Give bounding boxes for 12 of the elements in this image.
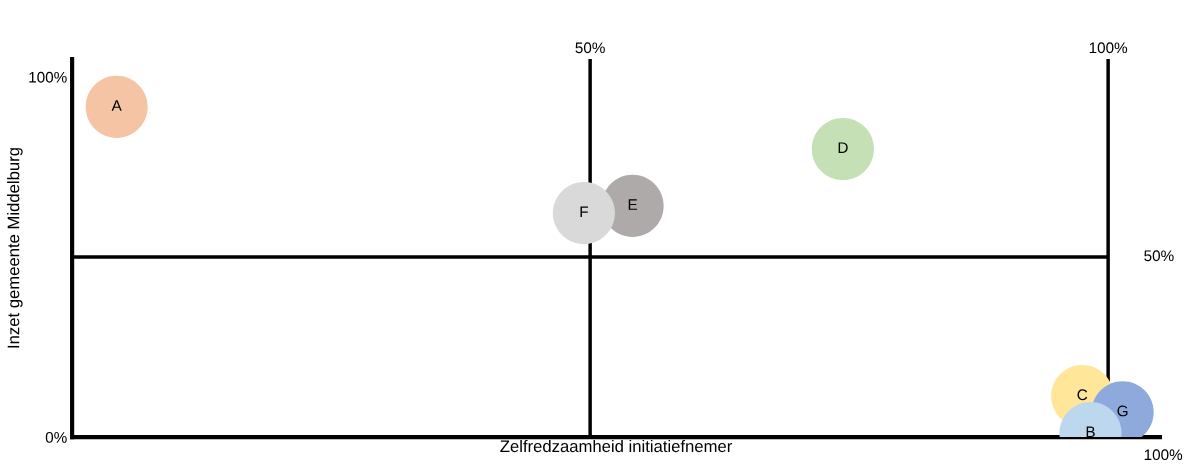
y-axis-title: Inzet gemeente Middelburg — [7, 148, 23, 348]
annotation: 50% — [1144, 250, 1174, 262]
y-tick-label: 0% — [45, 431, 67, 443]
text: 100% — [1144, 449, 1183, 461]
series-label: A — [111, 100, 122, 111]
series-label: C — [1077, 389, 1088, 401]
series-label: E — [628, 199, 638, 210]
series-label: B — [1086, 426, 1095, 438]
series-label: F — [580, 206, 588, 218]
x-axis-title: Zelfredzaamheid initiatiefnemer — [500, 439, 733, 453]
series-label: D — [838, 142, 848, 153]
series-label: G — [1117, 405, 1128, 417]
